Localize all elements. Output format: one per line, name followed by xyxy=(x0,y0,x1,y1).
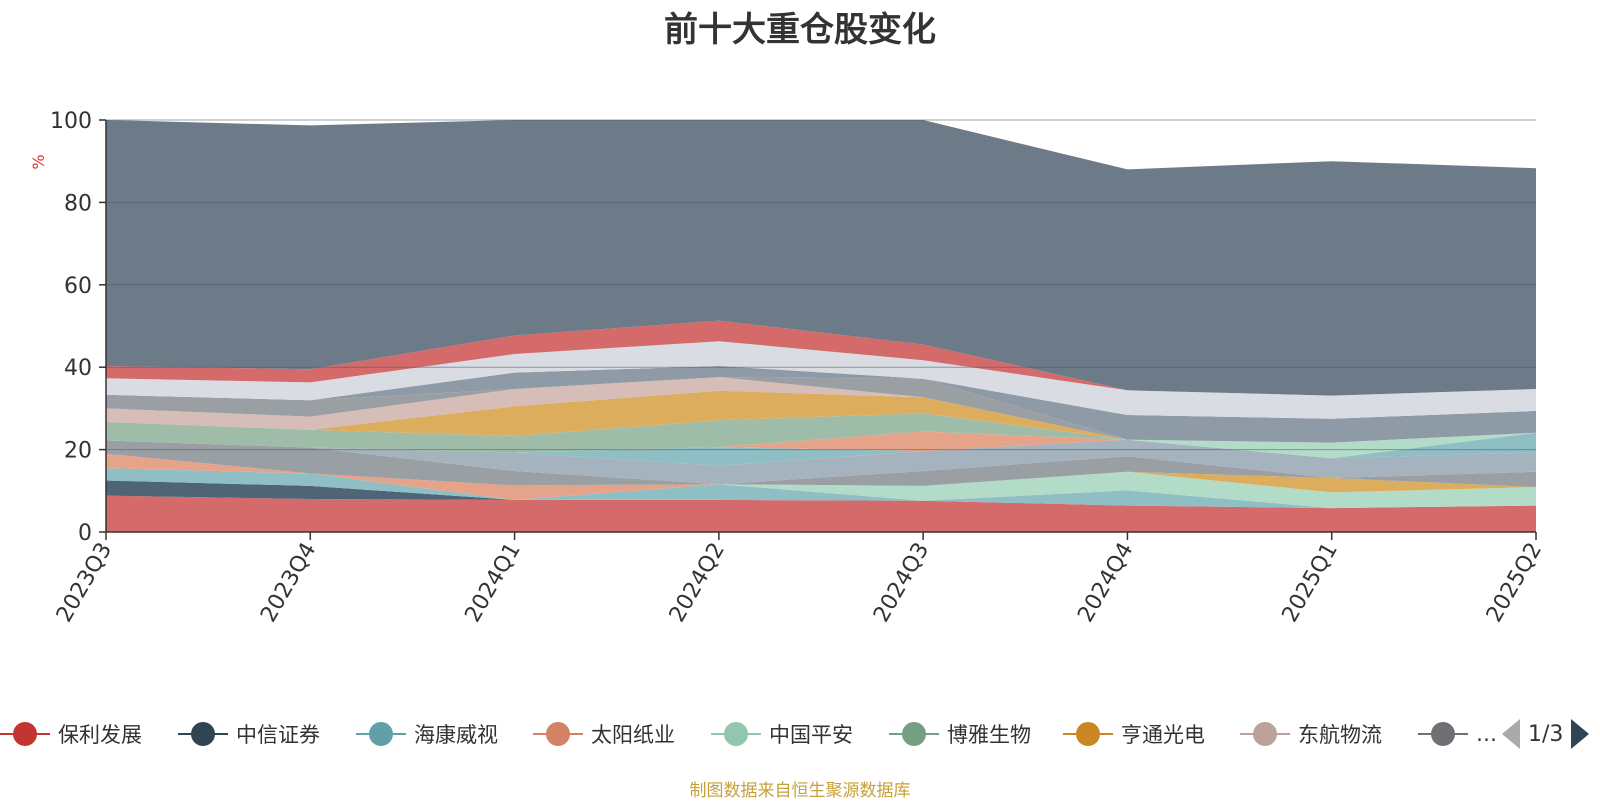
legend-label: 中国平安 xyxy=(769,723,853,747)
area-series-18 xyxy=(106,366,1536,443)
y-tick-label: 100 xyxy=(50,109,92,134)
legend-item[interactable]: 海康威视 xyxy=(356,716,498,752)
area-series-8 xyxy=(106,440,1536,488)
x-tick-label: 2024Q3 xyxy=(869,539,934,627)
legend-prev-page-icon[interactable] xyxy=(1502,719,1520,749)
area-series-15 xyxy=(106,390,1536,443)
legend-label: 亨通光电 xyxy=(1121,723,1205,747)
chart-title: 前十大重仓股变化 xyxy=(664,10,936,50)
legend-item[interactable]: … xyxy=(1418,716,1497,752)
legend-item[interactable]: 博雅生物 xyxy=(889,716,1031,752)
y-tick-label: 40 xyxy=(64,356,92,381)
area-series-16 xyxy=(106,377,1536,443)
legend-item[interactable]: 太阳纸业 xyxy=(533,716,675,752)
legend-marker-icon xyxy=(178,719,228,749)
legend-label: 保利发展 xyxy=(58,723,142,747)
area-series-12 xyxy=(106,431,1536,459)
legend-label: 中信证券 xyxy=(236,723,320,747)
area-series-10 xyxy=(106,439,1536,485)
legend-label: 东航物流 xyxy=(1298,723,1382,747)
x-tick-label: 2024Q1 xyxy=(460,539,525,627)
area-series-6 xyxy=(106,453,1536,493)
y-tick-label: 60 xyxy=(64,274,92,299)
area-series-19 xyxy=(106,341,1536,419)
x-tick-label: 2024Q4 xyxy=(1073,539,1138,627)
legend-label: … xyxy=(1476,722,1497,746)
legend-item[interactable]: 中信证券 xyxy=(178,716,320,752)
area-series-4 xyxy=(106,453,1536,509)
y-axis-unit-label: % xyxy=(29,154,48,169)
legend-marker-icon xyxy=(711,719,761,749)
legend-marker-icon xyxy=(1063,719,1113,749)
legend-item[interactable]: 亨通光电 xyxy=(1063,716,1205,752)
x-tick-label: 2024Q2 xyxy=(665,539,730,627)
area-series-1 xyxy=(106,480,1536,509)
legend-pager: 1/3 xyxy=(1500,716,1600,752)
legend-item[interactable]: 保利发展 xyxy=(0,716,142,752)
legend-marker-icon xyxy=(533,719,583,749)
area-series-2 xyxy=(106,468,1536,509)
legend-item[interactable]: 中国平安 xyxy=(711,716,853,752)
legend-label: 海康威视 xyxy=(414,723,498,747)
x-tick-label: 2025Q2 xyxy=(1482,539,1547,627)
area-series-3 xyxy=(106,453,1536,509)
area-series-20 xyxy=(106,320,1536,396)
legend-marker-icon xyxy=(356,719,406,749)
legend-marker-icon xyxy=(1240,719,1290,749)
x-tick-label: 2023Q3 xyxy=(52,539,117,627)
legend-next-page-icon[interactable] xyxy=(1571,719,1590,749)
legend-item[interactable]: 东航物流 xyxy=(1240,716,1382,752)
area-series-0 xyxy=(106,495,1536,532)
x-tick-label: 2023Q4 xyxy=(256,539,321,627)
legend-label: 博雅生物 xyxy=(947,723,1031,747)
area-series-21 xyxy=(106,120,1536,396)
source-note: 制图数据来自恒生聚源数据库 xyxy=(689,781,911,801)
legend-marker-icon xyxy=(0,719,50,749)
legend-page-indicator: 1/3 xyxy=(1528,721,1564,747)
area-series-13 xyxy=(106,431,1536,459)
y-tick-label: 80 xyxy=(64,191,92,216)
y-tick-label: 0 xyxy=(78,521,92,546)
area-series-14 xyxy=(106,413,1536,453)
legend-marker-icon xyxy=(1418,719,1468,749)
legend-label: 太阳纸业 xyxy=(591,723,675,747)
legend: 保利发展 中信证券 海康威视 太阳纸业 中国平安 博雅生物 亨通光电 东航物流 … xyxy=(0,716,1600,756)
legend-marker-icon xyxy=(889,719,939,749)
y-tick-label: 20 xyxy=(64,439,92,464)
stacked-area-chart: 0 20 40 60 80 100% 2023Q3 2023Q4 2024Q1 2024Q2 202… xyxy=(29,109,1547,627)
x-tick-label: 2025Q1 xyxy=(1278,539,1343,627)
area-series-17 xyxy=(106,377,1536,443)
